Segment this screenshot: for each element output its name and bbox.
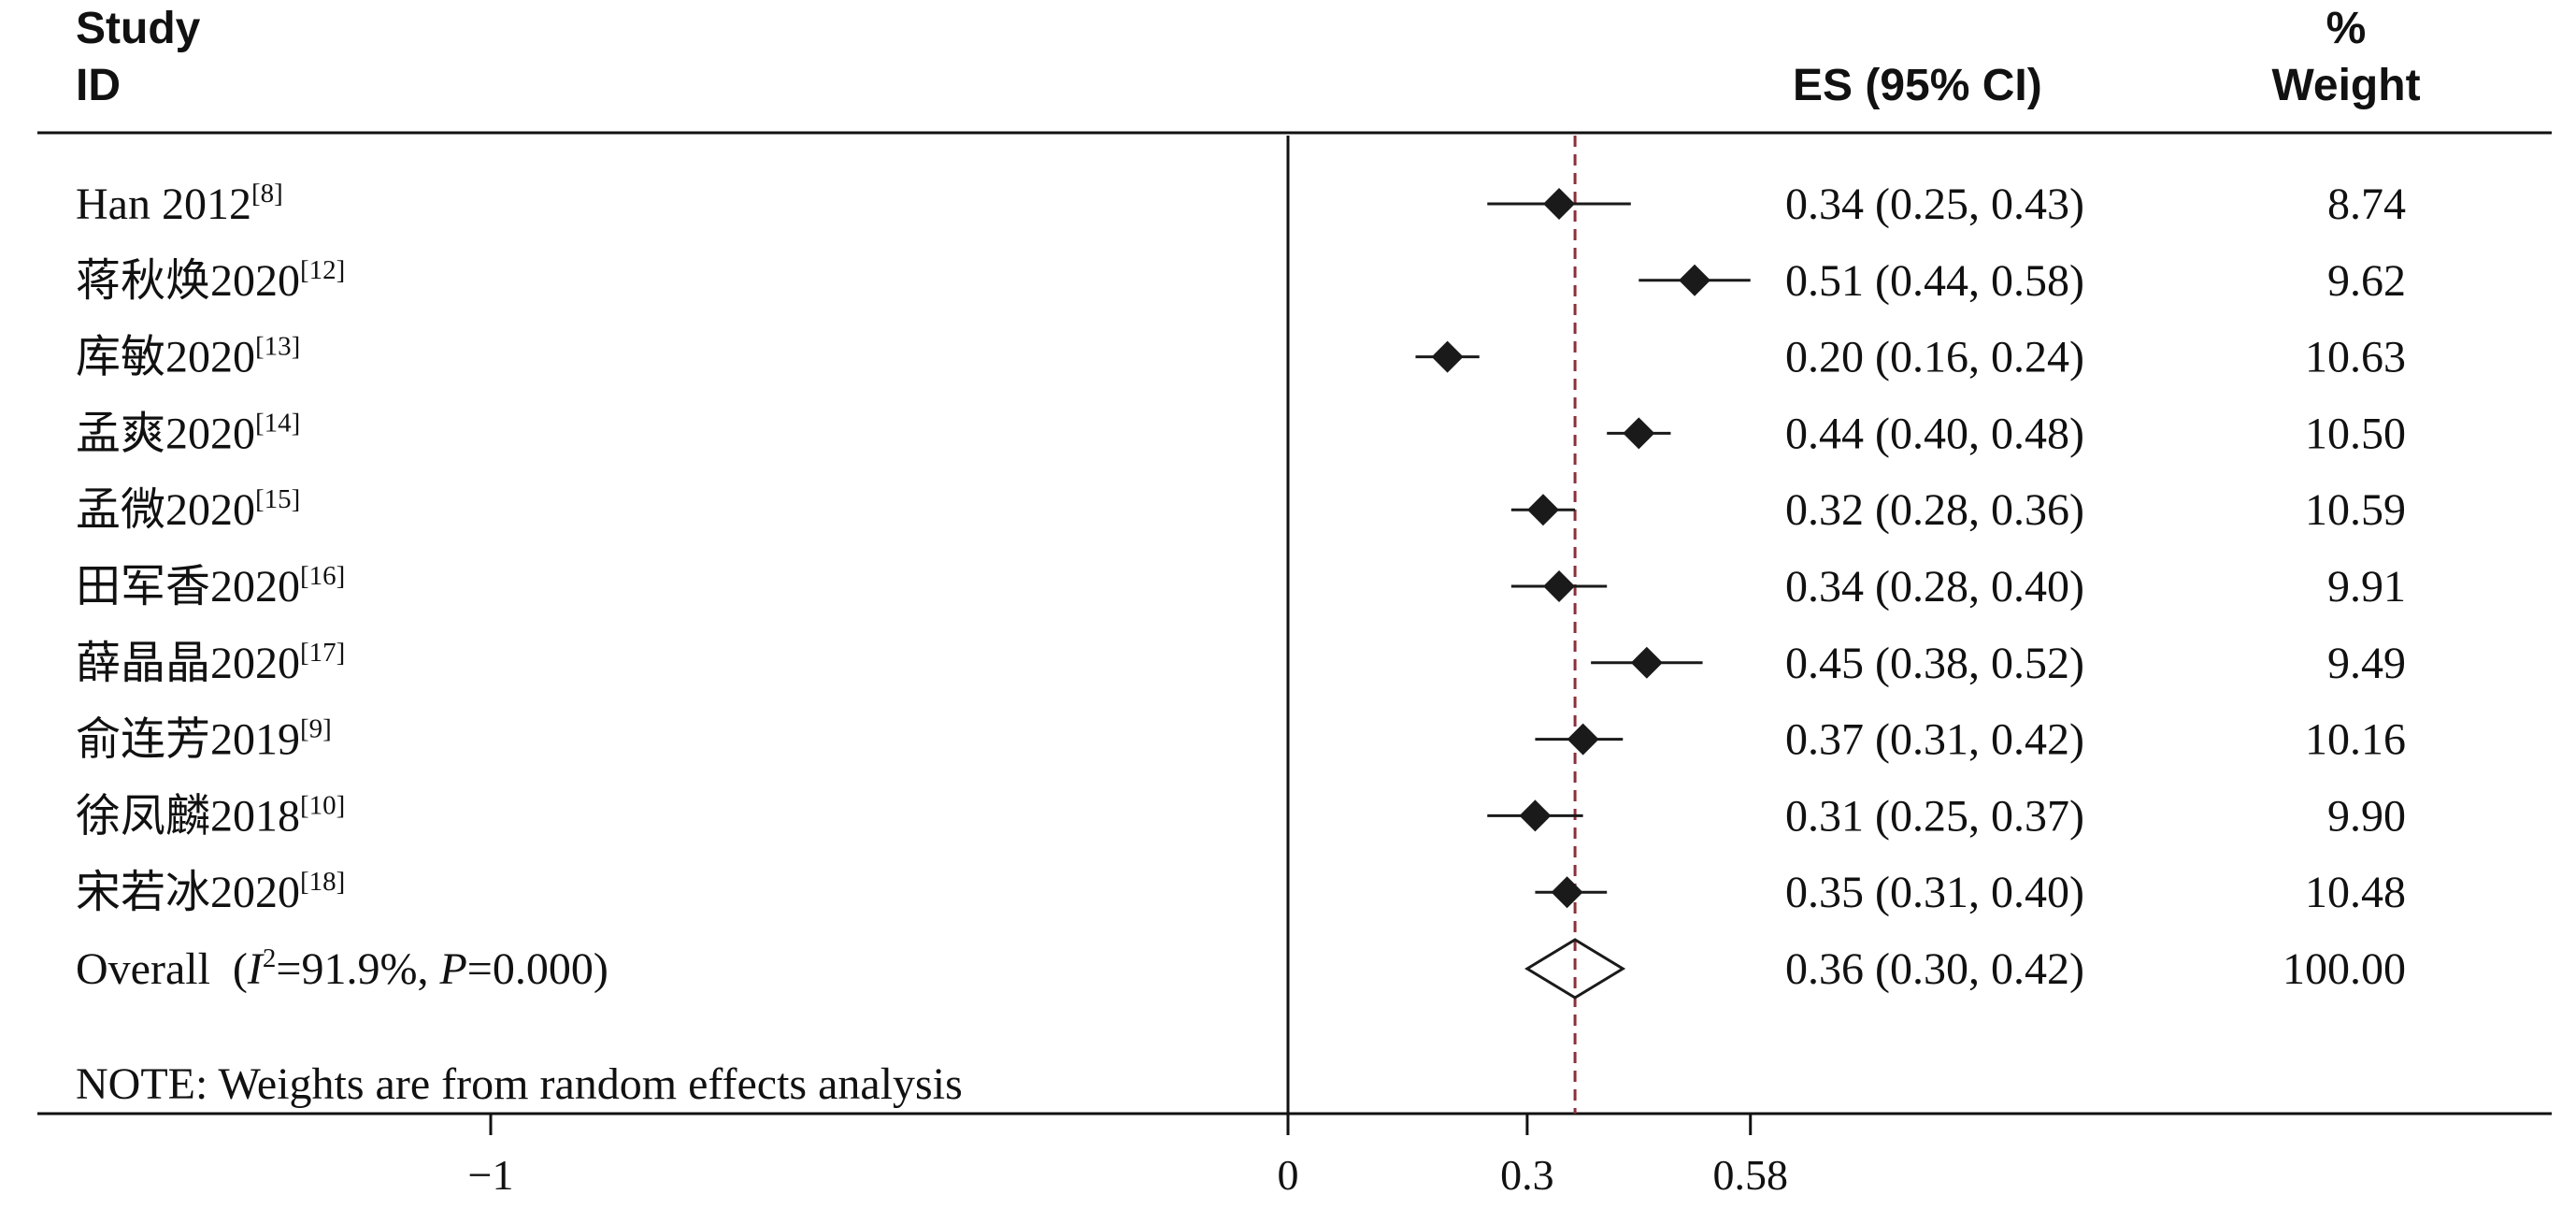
study-row: 孟微2020[15] 0.32 (0.28, 0.36) 10.59: [76, 484, 2406, 535]
study-name: 孟微2020: [76, 485, 255, 535]
effect-marker: [1519, 799, 1552, 832]
study-label: 库敏2020[13]: [76, 332, 300, 382]
overall-label: Overall (I2=91.9%, P=0.000): [76, 943, 608, 994]
study-label: 徐凤麟2018[10]: [76, 790, 345, 841]
weight-value: 10.48: [2305, 868, 2406, 917]
overall-effect-size-value: 0.36 (0.30, 0.42): [1785, 944, 2084, 994]
weight-value: 10.63: [2305, 333, 2406, 382]
effect-size-value: 0.44 (0.40, 0.48): [1785, 409, 2084, 458]
study-row: Han 2012[8] 0.34 (0.25, 0.43) 8.74: [76, 179, 2406, 229]
x-tick-label: 0.3: [1500, 1151, 1554, 1199]
study-row: 俞连芳2019[9] 0.37 (0.31, 0.42) 10.16: [76, 714, 2406, 765]
effect-marker: [1567, 723, 1599, 756]
study-reference: [17]: [300, 638, 345, 668]
effect-size-value: 0.51 (0.44, 0.58): [1785, 256, 2084, 306]
effect-size-value: 0.34 (0.25, 0.43): [1785, 180, 2084, 229]
effect-size-value: 0.45 (0.38, 0.52): [1785, 639, 2084, 688]
header-weight-percent: %: [2326, 4, 2367, 53]
effect-marker: [1623, 417, 1655, 450]
header-weight: Weight: [2271, 61, 2420, 110]
study-reference: [14]: [255, 408, 300, 438]
weight-value: 10.16: [2305, 715, 2406, 765]
p-symbol: P: [438, 944, 466, 994]
weight-value: 9.91: [2327, 562, 2406, 612]
study-reference: [8]: [251, 179, 283, 209]
study-label: 薛晶晶2020[17]: [76, 638, 345, 688]
study-name: 宋若冰2020: [76, 868, 300, 917]
x-axis: −1 0 0.3 0.58: [468, 1114, 1788, 1199]
study-reference: [15]: [255, 484, 300, 514]
study-name: 库敏2020: [76, 333, 255, 382]
overall-diamond: [1524, 938, 1626, 1000]
effect-marker: [1551, 876, 1583, 909]
overall-row: Overall (I2=91.9%, P=0.000) 0.36 (0.30, 0…: [76, 938, 2406, 1000]
study-label: 宋若冰2020[18]: [76, 867, 345, 917]
x-tick-label: 0: [1278, 1151, 1299, 1199]
study-rows: Han 2012[8] 0.34 (0.25, 0.43) 8.74蒋秋焕2020[…: [76, 179, 2406, 1000]
study-name: 蒋秋焕2020: [76, 256, 300, 306]
weight-value: 9.62: [2327, 256, 2406, 306]
study-label: 蒋秋焕2020[12]: [76, 255, 345, 306]
effect-size-value: 0.37 (0.31, 0.42): [1785, 715, 2084, 765]
study-reference: [9]: [300, 714, 332, 744]
study-name: 孟爽2020: [76, 409, 255, 458]
header-id: ID: [76, 61, 121, 110]
i2-superscript: 2: [263, 943, 277, 973]
x-tick-label: 0.58: [1712, 1151, 1788, 1199]
note-text: NOTE: Weights are from random effects an…: [76, 1059, 963, 1109]
study-row: 宋若冰2020[18] 0.35 (0.31, 0.40) 10.48: [76, 867, 2406, 917]
study-name: 俞连芳2019: [76, 715, 300, 765]
study-row: 徐凤麟2018[10] 0.31 (0.25, 0.37) 9.90: [76, 790, 2406, 841]
study-label: 孟爽2020[14]: [76, 408, 300, 458]
study-reference: [18]: [300, 867, 345, 897]
study-name: 田军香2020: [76, 562, 300, 612]
effect-marker: [1630, 646, 1663, 679]
study-label: 田军香2020[16]: [76, 561, 345, 612]
study-label: 俞连芳2019[9]: [76, 714, 332, 765]
study-label: 孟微2020[15]: [76, 484, 300, 535]
effect-size-value: 0.20 (0.16, 0.24): [1785, 333, 2084, 382]
effect-marker: [1543, 188, 1576, 220]
effect-marker: [1543, 570, 1576, 602]
study-name: Han 2012: [76, 180, 251, 229]
effect-size-value: 0.34 (0.28, 0.40): [1785, 562, 2084, 612]
i2-symbol: I: [247, 944, 265, 994]
overall-weight-value: 100.00: [2283, 944, 2406, 994]
study-reference: [13]: [255, 332, 300, 362]
effect-marker: [1679, 264, 1711, 296]
weight-value: 8.74: [2327, 180, 2406, 229]
weight-value: 10.59: [2305, 485, 2406, 535]
weight-value: 10.50: [2305, 409, 2406, 458]
study-row: 库敏2020[13] 0.20 (0.16, 0.24) 10.63: [76, 332, 2406, 382]
study-label: Han 2012[8]: [76, 179, 283, 229]
effect-size-value: 0.32 (0.28, 0.36): [1785, 485, 2084, 535]
effect-marker: [1431, 340, 1464, 373]
effect-marker: [1526, 494, 1559, 526]
header-es: ES (95% CI): [1793, 61, 2042, 110]
study-reference: [10]: [300, 790, 345, 820]
study-reference: [16]: [300, 561, 345, 591]
effect-size-value: 0.35 (0.31, 0.40): [1785, 868, 2084, 917]
study-row: 蒋秋焕2020[12] 0.51 (0.44, 0.58) 9.62: [76, 255, 2406, 306]
study-row: 薛晶晶2020[17] 0.45 (0.38, 0.52) 9.49: [76, 638, 2406, 688]
effect-size-value: 0.31 (0.25, 0.37): [1785, 791, 2084, 841]
study-name: 徐凤麟2018: [76, 791, 300, 841]
overall-prefix: Overall (: [76, 944, 248, 994]
study-reference: [12]: [300, 255, 345, 285]
study-name: 薛晶晶2020: [76, 639, 300, 688]
x-tick-label: −1: [468, 1151, 514, 1199]
weight-value: 9.90: [2327, 791, 2406, 841]
i2-value: =91.9%,: [276, 944, 439, 994]
header-study: Study: [76, 4, 201, 53]
study-row: 田军香2020[16] 0.34 (0.28, 0.40) 9.91: [76, 561, 2406, 612]
weight-value: 9.49: [2327, 639, 2406, 688]
study-row: 孟爽2020[14] 0.44 (0.40, 0.48) 10.50: [76, 408, 2406, 458]
p-value: =0.000): [467, 944, 608, 994]
